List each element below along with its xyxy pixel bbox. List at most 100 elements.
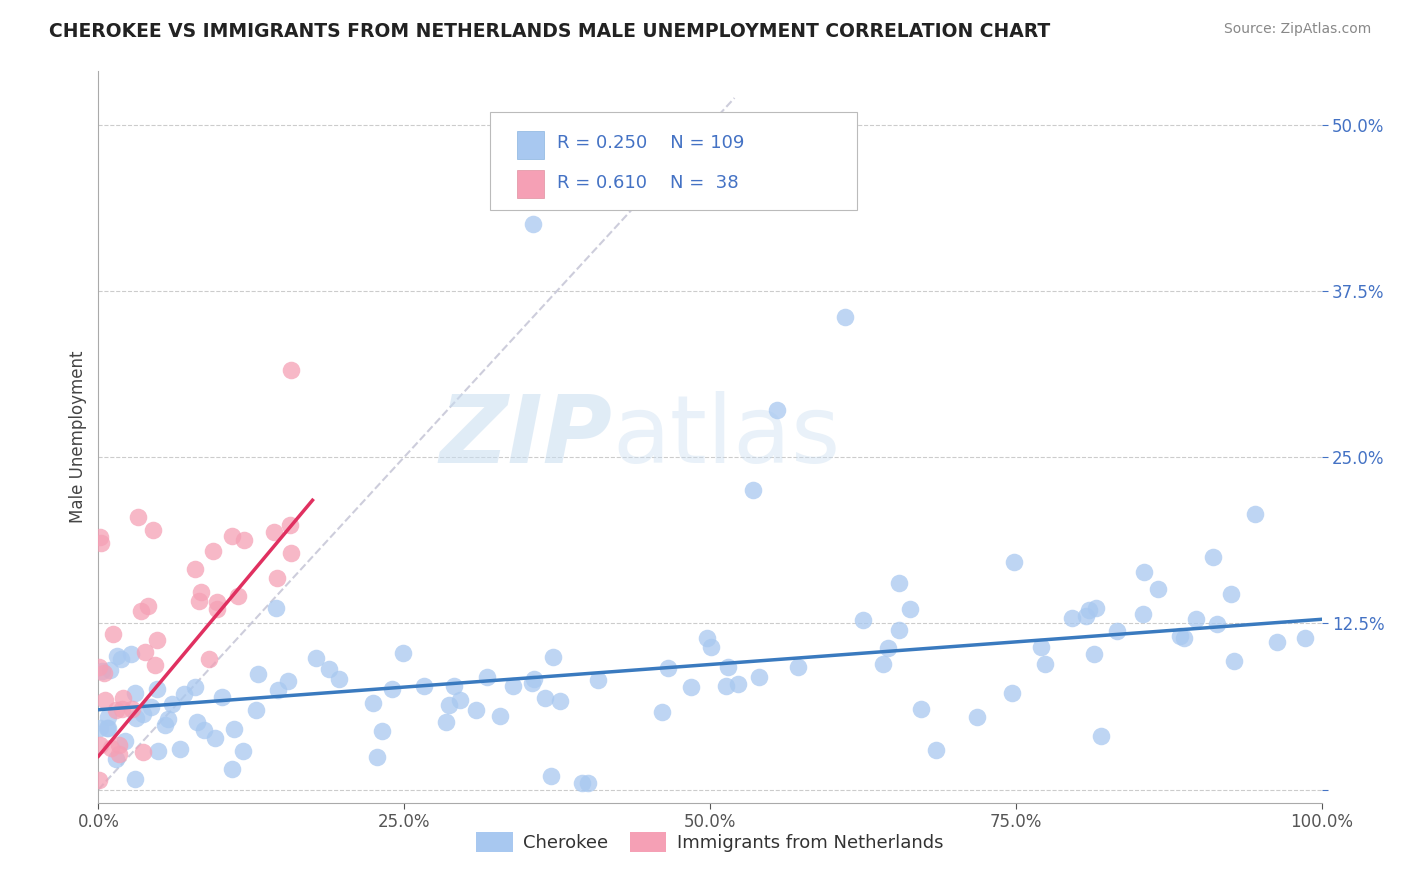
Point (124, 686, 146, 700)
Point (413, 679, 436, 693)
Point (1168, 629, 1191, 643)
Point (97, 721, 120, 735)
Point (1132, 607, 1154, 622)
Point (392, 646, 415, 660)
Point (91, 665, 114, 679)
Point (280, 546, 302, 560)
Point (898, 602, 921, 616)
Point (381, 682, 404, 697)
Point (228, 589, 250, 603)
Point (120, 647, 142, 661)
Point (112, 690, 135, 705)
Point (146, 632, 169, 647)
Point (186, 714, 208, 729)
Point (233, 533, 256, 547)
Point (222, 722, 245, 736)
Point (245, 703, 267, 717)
Point (108, 747, 131, 761)
Point (576, 776, 599, 790)
Point (910, 702, 932, 716)
Point (449, 693, 471, 707)
Point (834, 310, 856, 325)
Point (541, 649, 564, 664)
Point (550, 694, 572, 708)
Point (156, 712, 179, 726)
Point (700, 640, 723, 654)
Point (465, 703, 488, 717)
Point (232, 744, 254, 758)
Point (105, 703, 128, 717)
Point (1220, 587, 1243, 601)
Point (114, 734, 136, 748)
Point (443, 679, 465, 693)
Point (651, 705, 673, 719)
Point (201, 544, 224, 558)
Bar (517, 131, 544, 159)
Point (318, 662, 340, 676)
Point (110, 652, 132, 666)
Point (489, 708, 512, 723)
Point (1244, 507, 1267, 521)
Point (1002, 555, 1025, 569)
Point (1090, 729, 1112, 743)
Point (766, 403, 789, 417)
Point (98, 663, 121, 677)
Point (1223, 654, 1246, 668)
Point (197, 652, 219, 666)
Point (146, 743, 169, 757)
Point (1185, 612, 1208, 626)
Point (278, 518, 301, 533)
Point (160, 697, 183, 711)
Text: ZIP: ZIP (439, 391, 612, 483)
Point (155, 718, 177, 732)
Point (540, 769, 562, 783)
Point (87, 660, 110, 674)
Point (89, 772, 111, 787)
Point (145, 682, 167, 697)
Point (1085, 601, 1108, 615)
Point (328, 672, 350, 686)
Point (586, 673, 609, 687)
Point (1133, 566, 1156, 580)
Point (1083, 648, 1105, 662)
Point (89, 738, 111, 752)
Point (129, 604, 152, 618)
Point (717, 660, 740, 674)
Point (93, 666, 115, 681)
Point (187, 594, 209, 608)
Point (89, 530, 111, 544)
Point (1074, 608, 1097, 623)
Point (1173, 631, 1195, 645)
Bar (517, 170, 544, 198)
Point (184, 680, 207, 694)
Text: atlas: atlas (612, 391, 841, 483)
Point (887, 623, 910, 637)
Point (966, 710, 988, 724)
Point (534, 690, 557, 705)
Point (1001, 686, 1024, 700)
Point (134, 645, 156, 659)
Point (741, 483, 763, 498)
Point (142, 523, 165, 537)
Point (877, 640, 900, 655)
Point (696, 631, 718, 645)
Point (267, 683, 290, 698)
Point (263, 525, 285, 540)
Point (523, 673, 546, 687)
Point (727, 676, 749, 690)
Point (124, 772, 146, 787)
Point (1107, 624, 1129, 639)
Text: CHEROKEE VS IMMIGRANTS FROM NETHERLANDS MALE UNEMPLOYMENT CORRELATION CHART: CHEROKEE VS IMMIGRANTS FROM NETHERLANDS … (49, 22, 1050, 41)
Point (131, 745, 153, 759)
Point (89, 721, 111, 735)
Point (657, 661, 679, 675)
Text: R = 0.610    N =  38: R = 0.610 N = 38 (557, 174, 738, 192)
Point (475, 670, 498, 684)
Point (502, 679, 524, 693)
Point (851, 613, 873, 627)
Point (145, 658, 167, 673)
Point (1294, 631, 1316, 645)
Point (141, 699, 163, 714)
Point (522, 217, 544, 231)
Text: R = 0.250    N = 109: R = 0.250 N = 109 (557, 134, 745, 152)
